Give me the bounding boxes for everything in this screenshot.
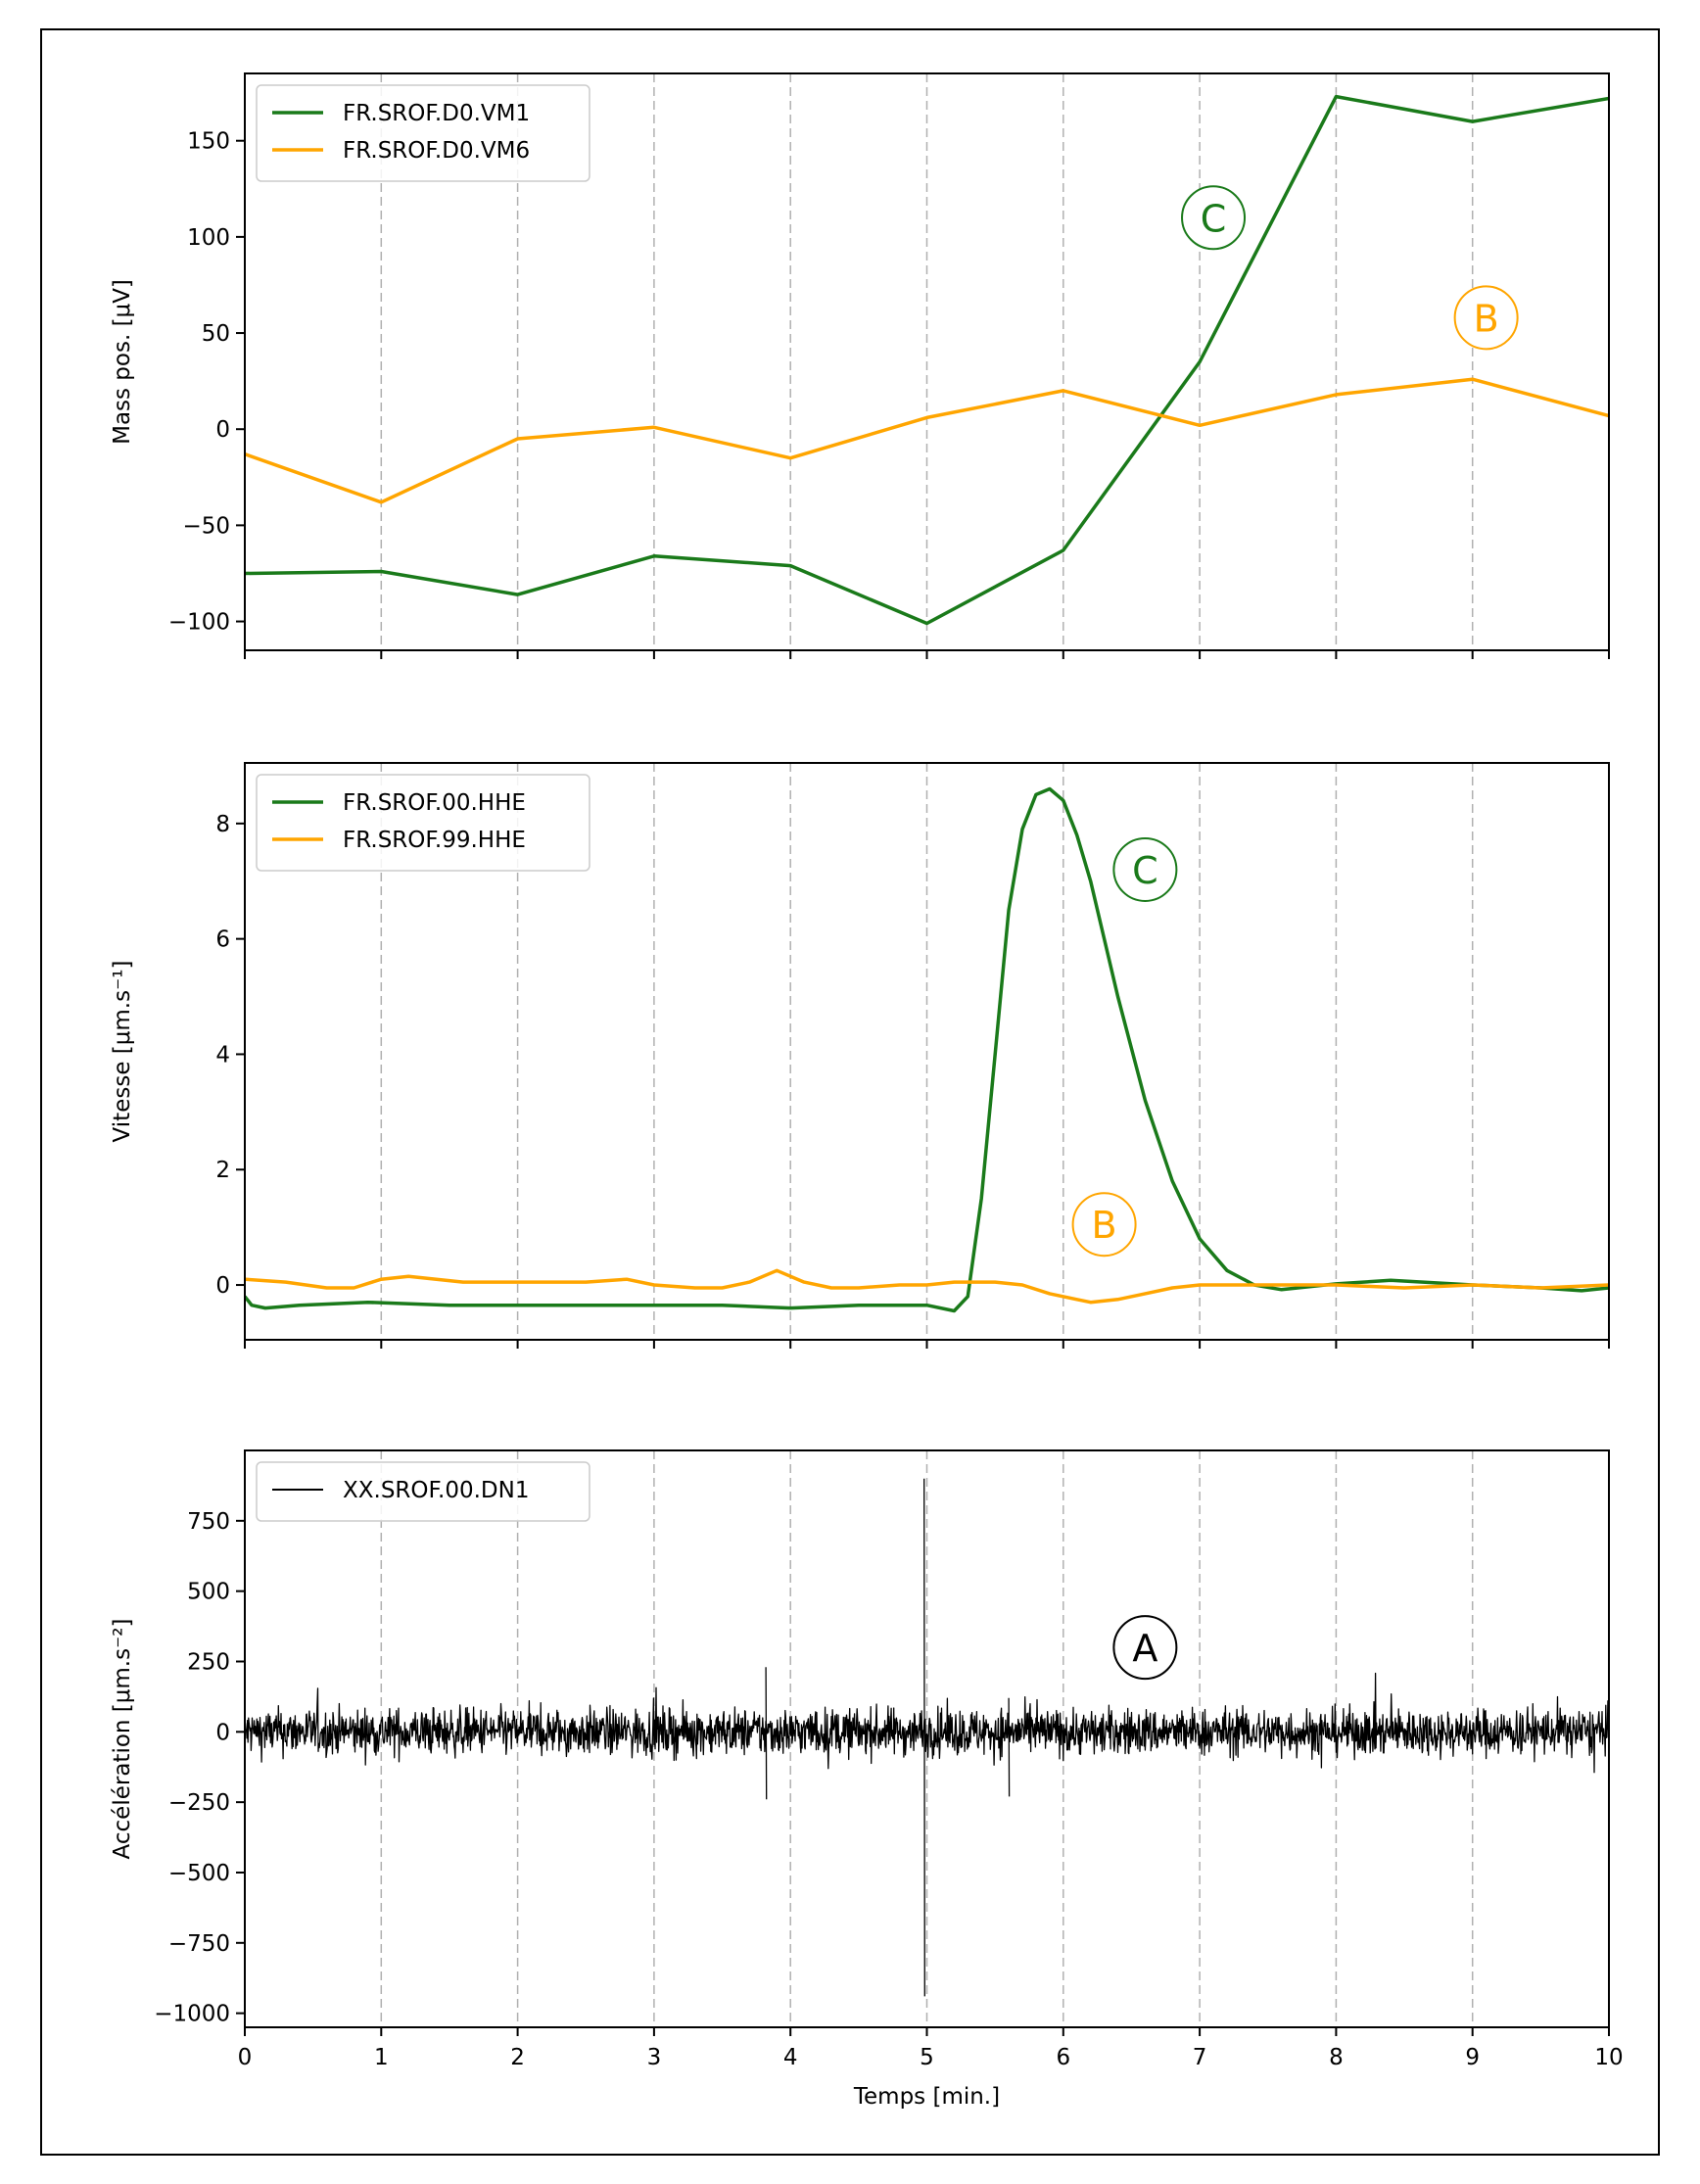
series-line-2 [245,377,1609,504]
x-tick-label: 6 [1056,2045,1070,2070]
annotation-A: A [1112,1615,1178,1681]
y-tick-label: 4 [215,1042,230,1068]
x-tick-label: 4 [783,2045,798,2070]
y-tick-label: −50 [182,513,230,539]
y-tick-label: 0 [215,1720,230,1745]
y-axis-label: Accélération [μm.s⁻²] [110,1619,135,1860]
x-axis-label: Temps [min.] [853,2084,1000,2110]
x-tick-label: 1 [374,2045,389,2070]
series-line-2 [245,1268,1609,1305]
y-axis-label: Vitesse [μm.s⁻¹] [110,961,135,1143]
y-tick-label: 2 [215,1158,230,1183]
x-tick-label: 10 [1594,2045,1623,2070]
annotation-letter: B [1474,297,1499,340]
y-tick-label: 250 [187,1649,230,1675]
y-tick-label: 100 [187,225,230,251]
x-tick-label: 9 [1465,2045,1480,2070]
annotation-letter: A [1132,1627,1157,1670]
annotation-letter: C [1132,849,1158,892]
y-tick-label: 6 [215,927,230,953]
y-tick-label: 150 [187,129,230,155]
annotation-circle [1112,836,1178,902]
x-tick-label: 2 [510,2045,525,2070]
x-tick-label: 3 [647,2045,662,2070]
annotation-B: B [1453,285,1519,351]
y-tick-label: 8 [215,812,230,837]
legend-label: FR.SROF.99.HHE [343,828,526,853]
y-tick-label: 0 [215,1273,230,1299]
legend: XX.SROF.00.DN1 [256,1461,590,1522]
annotation-B: B [1071,1192,1137,1258]
panel-mass-position: −100 −50 0 50 100 150 Mass pos. [μV] FR.SROF.D0… [110,72,1610,659]
annotation-circle [1453,285,1519,351]
y-tick-label: −500 [168,1861,230,1886]
figure-border [40,28,1660,2156]
legend-label: FR.SROF.D0.VM1 [343,101,530,126]
y-tick-label: −1000 [154,2002,230,2027]
series-line-1 [245,786,1609,1313]
legend-label: FR.SROF.00.HHE [343,790,526,816]
x-tick-label: 0 [238,2045,253,2070]
annotation-circle [1071,1192,1137,1258]
y-tick-label: −250 [168,1790,230,1816]
legend: FR.SROF.D0.VM1 FR.SROF.D0.VM6 [256,84,590,182]
annotation-C: C [1112,836,1178,902]
annotation-letter: C [1201,197,1227,240]
y-tick-label: 500 [187,1580,230,1605]
legend-label: FR.SROF.D0.VM6 [343,138,530,164]
y-tick-label: −100 [168,610,230,636]
x-tick-label: 5 [920,2045,934,2070]
panel-acceleration: −1000 −750 −500 −250 0 250 500 750 0 1 2 3 4 5 6 7 8 9 10 A… [110,1449,1624,2110]
annotation-circle [1181,185,1247,251]
y-tick-label: 750 [187,1509,230,1535]
y-tick-label: 0 [215,417,230,443]
legend: FR.SROF.00.HHE FR.SROF.99.HHE [256,774,590,872]
annotation-letter: B [1092,1204,1117,1247]
x-tick-label: 7 [1193,2045,1207,2070]
annotation-circle [1112,1615,1178,1681]
x-tick-label: 8 [1329,2045,1344,2070]
annotation-C: C [1181,185,1247,251]
y-axis-label: Mass pos. [μV] [110,279,135,445]
legend-label: XX.SROF.00.DN1 [343,1478,529,1503]
y-tick-label: 50 [202,321,230,347]
series-line-1 [245,1478,1609,1997]
series-line-1 [245,94,1609,626]
y-tick-label: −750 [168,1931,230,1957]
